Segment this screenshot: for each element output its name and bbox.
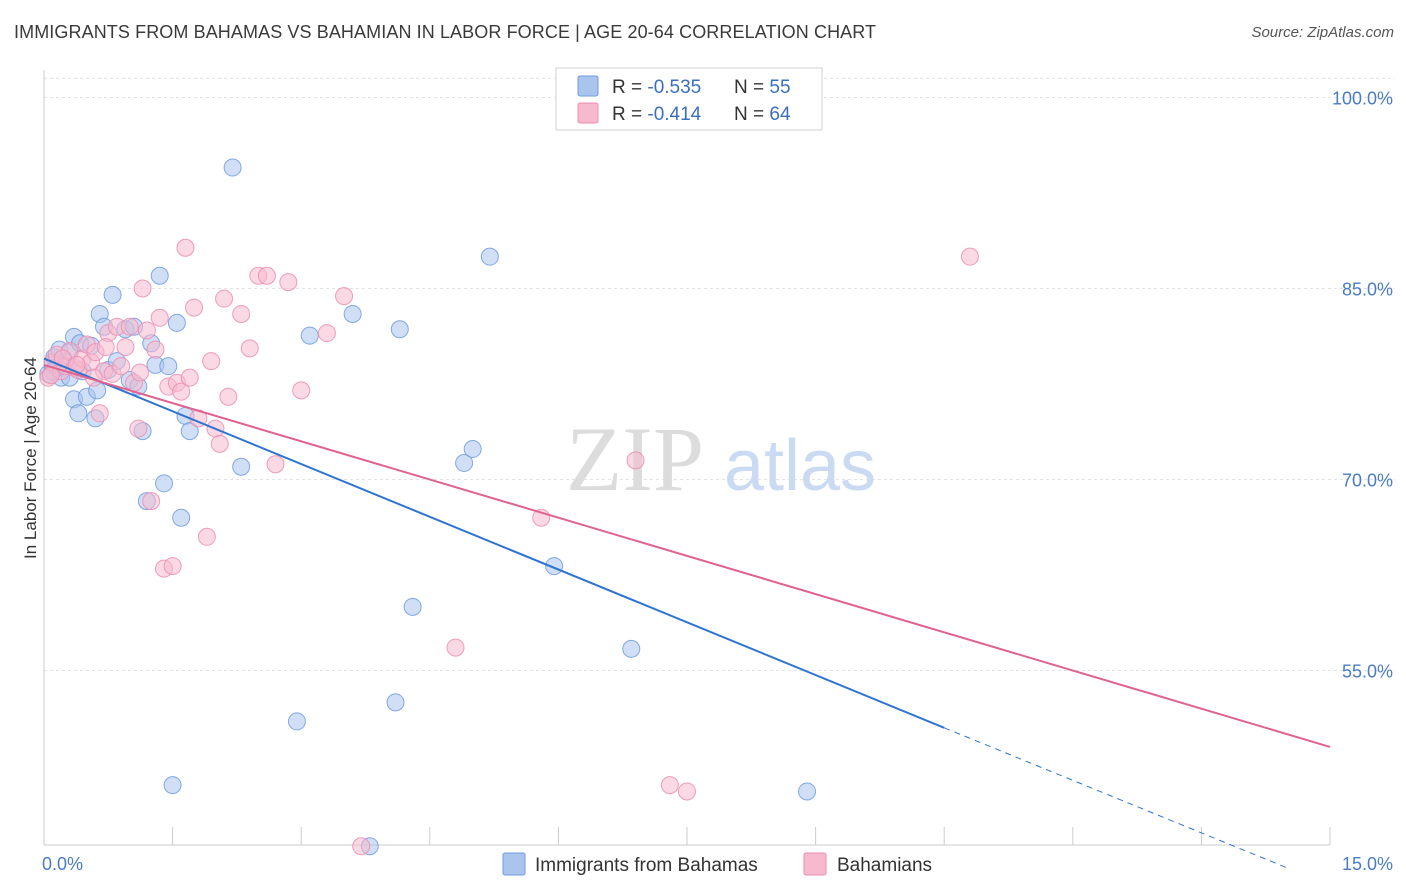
blue-point-38 xyxy=(180,422,199,441)
svg-text:R = -0.414: R = -0.414 xyxy=(612,104,702,125)
pink-point-48 xyxy=(292,381,311,400)
pink-point-33 xyxy=(180,368,199,387)
legend-blue-r-label: R = xyxy=(612,77,647,98)
pink-point-43 xyxy=(240,339,259,358)
pink-point-55 xyxy=(660,776,679,795)
legend-pink-r-value: -0.414 xyxy=(647,104,701,125)
pink-point-32 xyxy=(176,238,195,257)
legend-blue-r-value: -0.535 xyxy=(647,77,701,98)
svg-text:N = 64: N = 64 xyxy=(734,104,791,125)
pink-point-12 xyxy=(90,404,109,423)
bottom-legend-pink-swatch xyxy=(803,852,827,876)
bottom-legend-blue-label: Immigrants from Bahamas xyxy=(535,855,758,876)
svg-text:R = -0.535: R = -0.535 xyxy=(612,77,701,98)
pink-point-47 xyxy=(279,273,298,292)
pink-point-37 xyxy=(202,352,221,371)
legend-pink-r-label: R = xyxy=(612,104,647,125)
pink-point-52 xyxy=(446,638,465,657)
blue-point-31 xyxy=(150,266,169,285)
pink-point-19 xyxy=(120,317,139,336)
watermark-atlas: atlas xyxy=(724,426,876,506)
blue-point-41 xyxy=(287,712,306,731)
pink-point-42 xyxy=(232,304,251,323)
blue-point-52 xyxy=(622,639,641,658)
x-tick-label-1: 15.0% xyxy=(1342,854,1393,874)
pink-point-29 xyxy=(163,557,182,576)
y-tick-labels: 100.0% 85.0% 70.0% 55.0% xyxy=(1332,89,1393,682)
blue-point-35 xyxy=(167,313,186,332)
bottom-legend: Immigrants from Bahamas Bahamians xyxy=(502,852,932,876)
legend-blue-swatch xyxy=(577,75,599,97)
pink-point-25 xyxy=(146,340,165,359)
blue-point-11 xyxy=(69,404,88,423)
pink-point-49 xyxy=(317,324,336,343)
blue-point-40 xyxy=(232,457,251,476)
pink-point-23 xyxy=(137,321,156,340)
blue-point-49 xyxy=(463,439,482,458)
blue-point-46 xyxy=(390,320,409,339)
pink-point-41 xyxy=(219,387,238,406)
bottom-legend-blue-swatch xyxy=(502,852,526,876)
pink-point-45 xyxy=(257,266,276,285)
pink-point-63 xyxy=(131,363,150,382)
x-tick-label-0: 0.0% xyxy=(42,854,83,874)
trend-line-blue-extension xyxy=(944,727,1288,869)
bottom-legend-pink-label: Bahamians xyxy=(837,855,932,876)
blue-point-33 xyxy=(159,357,178,376)
pink-point-24 xyxy=(142,492,161,511)
pink-point-40 xyxy=(215,289,234,308)
grid-lines xyxy=(44,77,1395,671)
pink-point-31 xyxy=(172,382,191,401)
trend-line-pink xyxy=(43,363,1331,748)
pink-point-17 xyxy=(112,357,131,376)
legend-blue-n-value: 55 xyxy=(769,77,790,98)
blue-point-32 xyxy=(155,474,174,493)
pink-point-56 xyxy=(678,782,696,801)
y-tick-label-0: 100.0% xyxy=(1332,89,1393,109)
pink-point-34 xyxy=(185,298,204,317)
legend-pink-n-value: 64 xyxy=(769,104,791,125)
watermark: ZIP atlas xyxy=(566,408,876,510)
blue-point-53 xyxy=(798,782,817,801)
pink-point-21 xyxy=(129,419,148,438)
y-axis-label: In Labor Force | Age 20-64 xyxy=(21,357,40,559)
pink-point-50 xyxy=(335,287,354,306)
blue-point-42 xyxy=(300,326,319,345)
pink-point-57 xyxy=(960,247,979,266)
trend-lines xyxy=(43,357,1331,869)
blue-point-34 xyxy=(163,776,182,795)
blue-point-21 xyxy=(103,285,122,304)
axes xyxy=(43,70,1331,846)
y-tick-label-2: 70.0% xyxy=(1342,471,1393,491)
pink-point-62 xyxy=(96,338,115,357)
trend-line-blue xyxy=(43,357,945,729)
y-tick-label-1: 85.0% xyxy=(1342,280,1393,300)
legend-pink-n-label: N = xyxy=(734,104,769,125)
pink-point-39 xyxy=(210,434,229,453)
pink-point-46 xyxy=(266,455,285,474)
chart-title: IMMIGRANTS FROM BAHAMAS VS BAHAMIAN IN L… xyxy=(14,22,877,42)
y-tick-label-3: 55.0% xyxy=(1342,662,1393,682)
pink-point-36 xyxy=(197,527,216,546)
legend-pink-swatch xyxy=(577,102,599,124)
pink-point-51 xyxy=(352,837,371,856)
series-bahamians-points xyxy=(39,238,979,856)
top-legend: R = -0.535 N = 55 R = -0.414 N = 64 xyxy=(555,67,823,131)
svg-text:N = 55: N = 55 xyxy=(734,77,791,98)
legend-blue-n-label: N = xyxy=(734,77,769,98)
chart-source: Source: ZipAtlas.com xyxy=(1251,24,1394,41)
blue-point-36 xyxy=(172,508,191,527)
pink-point-22 xyxy=(133,279,152,298)
blue-point-39 xyxy=(223,158,242,177)
blue-point-43 xyxy=(343,304,362,323)
x-tick-labels: 0.0% 15.0% xyxy=(42,854,1393,874)
blue-point-47 xyxy=(403,597,422,616)
pink-point-54 xyxy=(626,451,645,470)
blue-point-50 xyxy=(480,247,499,266)
blue-point-45 xyxy=(386,693,405,712)
blue-point-48 xyxy=(455,453,474,472)
pink-point-18 xyxy=(116,338,135,357)
pink-point-26 xyxy=(150,308,169,327)
